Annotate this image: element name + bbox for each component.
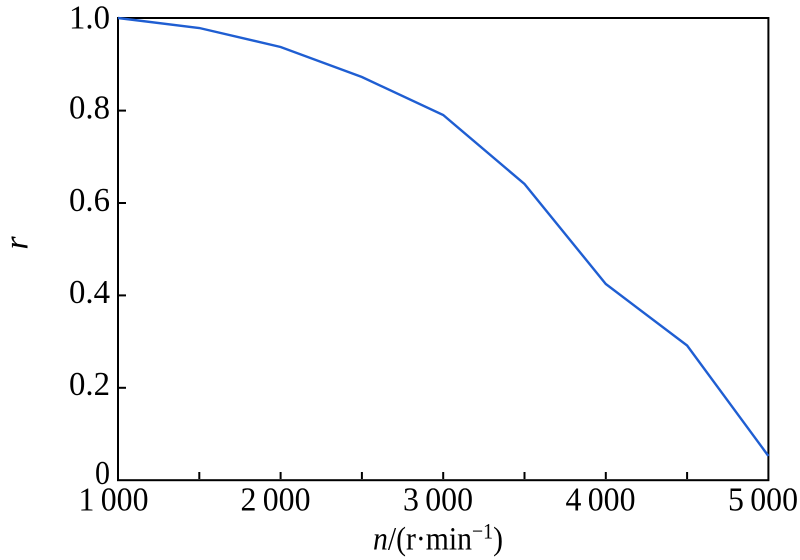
svg-text:r: r	[0, 236, 36, 250]
svg-text:2 000: 2 000	[241, 482, 311, 519]
svg-text:0.2: 0.2	[69, 366, 110, 403]
svg-text:0.8: 0.8	[69, 90, 110, 127]
svg-text:5 000: 5 000	[728, 482, 798, 519]
svg-text:0.4: 0.4	[69, 274, 110, 311]
svg-text:0.6: 0.6	[69, 182, 110, 219]
svg-text:0: 0	[95, 455, 110, 492]
svg-text:3 000: 3 000	[403, 482, 473, 519]
svg-text:1 000: 1 000	[79, 482, 149, 519]
svg-text:1.0: 1.0	[69, 0, 110, 37]
svg-text:4 000: 4 000	[566, 482, 636, 519]
